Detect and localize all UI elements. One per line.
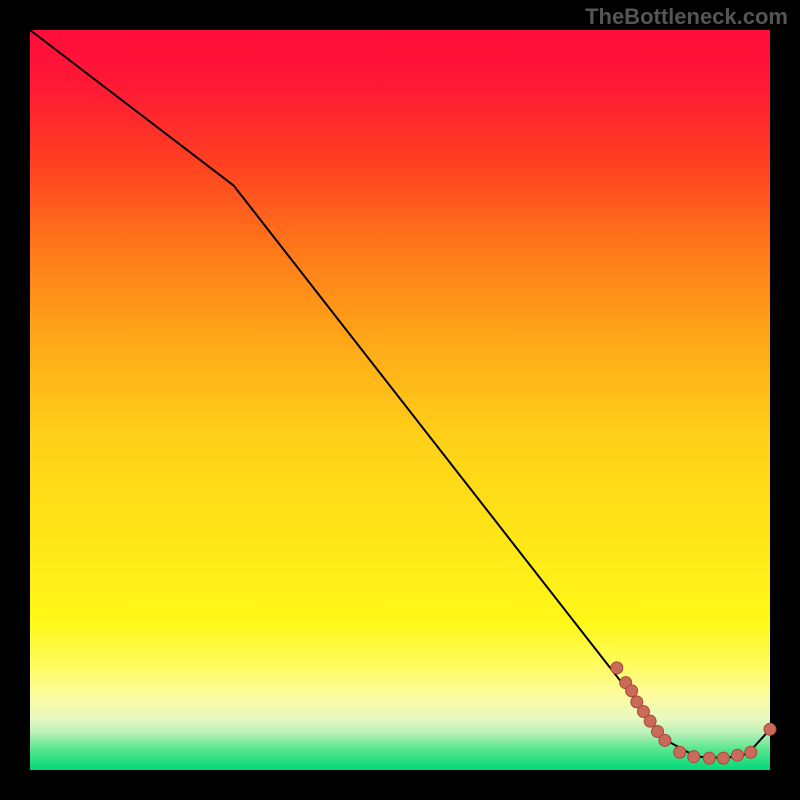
marker-point xyxy=(703,752,715,764)
marker-point xyxy=(659,734,671,746)
marker-point xyxy=(674,746,686,758)
marker-point xyxy=(688,751,700,763)
marker-point xyxy=(626,685,638,697)
marker-point xyxy=(611,662,623,674)
marker-point xyxy=(717,752,729,764)
marker-point xyxy=(644,715,656,727)
marker-point xyxy=(731,749,743,761)
marker-point xyxy=(745,746,757,758)
outer-frame: TheBottleneck.com xyxy=(0,0,800,800)
bottleneck-chart xyxy=(0,0,800,800)
marker-point xyxy=(764,723,776,735)
